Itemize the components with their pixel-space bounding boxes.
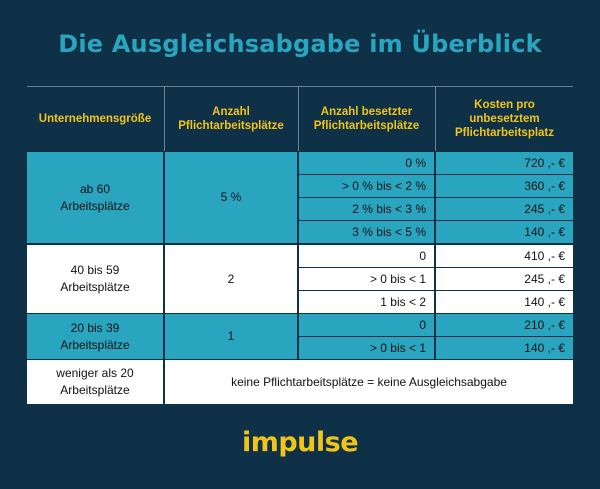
- occupied-cell: > 0 bis < 1: [299, 268, 434, 290]
- occupied-cell: 2 % bis < 3 %: [299, 198, 434, 220]
- occupied-cell: > 0 % bis < 2 %: [299, 175, 434, 197]
- cost-cell: 410 ,- €: [436, 245, 573, 267]
- column-header-cost: Kosten pro unbesetztem Pflichtarbeitspla…: [454, 98, 555, 139]
- header-divider: [298, 86, 299, 151]
- cost-cell: 140 ,- €: [436, 221, 573, 243]
- cost-cell: 140 ,- €: [436, 291, 573, 313]
- occupied-cell: 1 bis < 2: [299, 291, 434, 313]
- cost-cell: 245 ,- €: [436, 198, 573, 220]
- header-divider: [164, 86, 165, 151]
- column-header-count: Anzahl Pflichtarbeitsplätze: [178, 105, 284, 132]
- occupied-cell: 0: [299, 314, 434, 336]
- header-divider: [435, 86, 436, 151]
- size-cell: weniger als 20 Arbeitsplätze: [27, 360, 163, 404]
- count-cell: 1: [165, 314, 297, 359]
- ausgleichsabgabe-table: Unternehmensgröße Anzahl Pflichtarbeitsp…: [27, 86, 573, 404]
- header-top-rule: [27, 86, 573, 87]
- occupied-cell: 0 %: [299, 152, 434, 174]
- cost-cell: 245 ,- €: [436, 268, 573, 290]
- cost-cell: 720 ,- €: [436, 152, 573, 174]
- count-cell: 2: [165, 245, 297, 313]
- cost-cell: 360 ,- €: [436, 175, 573, 197]
- cost-cell: 140 ,- €: [436, 337, 573, 359]
- occupied-cell: > 0 bis < 1: [299, 337, 434, 359]
- no-obligation-note: keine Pflichtarbeitsplätze = keine Ausgl…: [165, 360, 573, 404]
- size-cell: 40 bis 59 Arbeitsplätze: [27, 245, 163, 313]
- cost-cell: 210 ,- €: [436, 314, 573, 336]
- size-cell: 20 bis 39 Arbeitsplätze: [27, 314, 163, 359]
- occupied-cell: 3 % bis < 5 %: [299, 221, 434, 243]
- page-title: Die Ausgleichsabgabe im Überblick: [58, 30, 542, 58]
- size-cell: ab 60 Arbeitsplätze: [27, 152, 163, 243]
- occupied-cell: 0: [299, 245, 434, 267]
- impulse-logo: impulse: [241, 427, 359, 458]
- column-header-size: Unternehmensgröße: [38, 112, 152, 125]
- column-header-occupied: Anzahl besetzter Pflichtarbeitsplätze: [313, 105, 420, 132]
- count-cell: 5 %: [165, 152, 297, 243]
